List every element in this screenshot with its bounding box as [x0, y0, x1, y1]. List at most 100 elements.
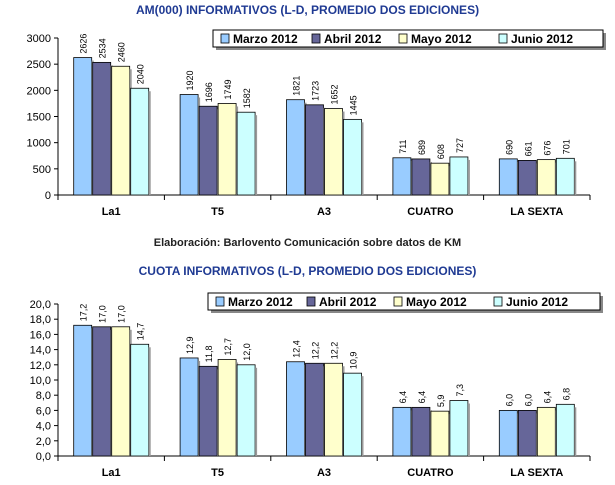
share-category-label: A3: [317, 467, 331, 479]
share-legend-swatch: [306, 296, 316, 307]
share-y-tick-label: 16,0: [30, 329, 51, 341]
chart1-title: AM(000) INFORMATIVOS (L-D, PROMEDIO DOS …: [135, 3, 480, 17]
share-data-label: 11,8: [204, 345, 214, 362]
share-bar: [517, 409, 537, 457]
share-y-tick-label: 0,0: [36, 451, 51, 463]
share-category-label: T5: [211, 467, 224, 479]
audience-data-label: 2040: [136, 64, 146, 84]
share-category-label: La1: [102, 467, 121, 479]
audience-bar: [179, 94, 199, 196]
share-bar: [536, 406, 556, 457]
audience-y-tick-label: 1000: [27, 138, 51, 150]
audience-legend-label: Abril 2012: [324, 32, 382, 46]
audience-y-tick-label: 1500: [27, 112, 51, 124]
share-bar: [555, 403, 575, 457]
share-data-label: 12,9: [185, 336, 195, 354]
share-data-label: 6,4: [542, 391, 552, 404]
share-bar: [198, 365, 218, 457]
share-legend-swatch: [215, 296, 225, 307]
share-bar: [286, 361, 305, 457]
share-y-tick-label: 14,0: [30, 345, 51, 357]
audience-data-label: 2534: [98, 38, 108, 58]
audience-y-tick-label: 3000: [27, 33, 51, 45]
audience-bar: [73, 57, 93, 196]
share-data-label: 14,7: [136, 323, 146, 341]
audience-bar-shadow: [148, 91, 151, 195]
share-legend-label: Marzo 2012: [228, 295, 293, 309]
share-data-label: 10,9: [349, 352, 359, 370]
audience-category-label: CUATRO: [407, 206, 454, 218]
audience-bar: [343, 118, 362, 196]
audience-data-label: 676: [542, 141, 552, 156]
share-data-label: 6,4: [417, 391, 427, 404]
audience-bar: [498, 158, 518, 196]
audience-bar-shadow: [467, 159, 470, 195]
audience-data-label: 608: [436, 144, 446, 159]
share-data-label: 17,0: [98, 305, 108, 323]
audience-bar: [130, 87, 150, 196]
audience-data-label: 701: [561, 139, 571, 154]
share-bar: [498, 409, 518, 457]
share-chart: 0,0 2,0 4,0 6,0 8,0 10,0 12,0 14,0 16,0 18,0 20,0 1…: [30, 292, 603, 479]
share-y-tick-label: 10,0: [30, 375, 51, 387]
audience-bar: [111, 65, 131, 196]
share-bar: [73, 324, 93, 457]
share-legend-label: Abril 2012: [319, 295, 377, 309]
audience-bar-shadow: [255, 115, 258, 195]
share-legend-swatch: [393, 296, 403, 307]
audience-bar: [305, 104, 324, 196]
share-data-label: 12,0: [242, 343, 252, 361]
audience-y-tick-label: 2000: [27, 85, 51, 97]
audience-bar: [392, 157, 412, 196]
share-bar: [236, 364, 256, 457]
audience-data-label: 1821: [292, 76, 302, 96]
audience-data-label: 1696: [204, 82, 214, 102]
audience-data-label: 1749: [223, 79, 233, 99]
audience-bar-shadow: [574, 161, 577, 195]
share-bar-shadow: [467, 403, 470, 456]
audience-bar: [449, 156, 469, 196]
audience-y-tick-label: 2500: [27, 59, 51, 71]
audience-legend-swatch: [220, 33, 230, 44]
audience-data-label: 1582: [242, 88, 252, 108]
audience-bar: [517, 160, 537, 196]
credit-note: Elaboración: Barlovento Comunicación sob…: [153, 237, 462, 249]
audience-data-label: 661: [523, 141, 533, 156]
audience-y-tick-label: 500: [33, 164, 51, 176]
share-bar-shadow: [361, 376, 364, 456]
share-bar: [179, 357, 199, 457]
audience-data-label: 1723: [311, 81, 321, 101]
share-y-tick-label: 2,0: [36, 436, 51, 448]
audience-legend-label: Mayo 2012: [411, 32, 472, 46]
audience-bar: [198, 105, 218, 196]
audience-category-label: LA SEXTA: [510, 206, 563, 218]
share-bar: [130, 343, 150, 457]
audience-legend-label: Junio 2012: [511, 32, 573, 46]
audience-data-label: 2626: [79, 34, 89, 54]
audience-legend-swatch: [311, 33, 321, 44]
audience-bar: [286, 99, 305, 196]
share-y-tick-label: 8,0: [36, 390, 51, 402]
share-data-label: 5,9: [436, 395, 446, 408]
share-bar: [343, 372, 362, 457]
share-bar: [305, 362, 324, 457]
share-bar: [449, 400, 469, 457]
share-bar: [411, 406, 431, 457]
audience-bar-shadow: [361, 122, 364, 195]
audience-data-label: 1652: [330, 85, 340, 105]
audience-bar: [430, 162, 450, 196]
share-data-label: 12,2: [311, 342, 321, 360]
share-data-label: 12,7: [223, 338, 233, 356]
share-y-tick-label: 12,0: [30, 360, 51, 372]
share-y-tick-label: 20,0: [30, 299, 51, 311]
share-data-label: 7,3: [455, 384, 465, 397]
share-bar: [92, 326, 112, 457]
share-bar-shadow: [148, 347, 151, 456]
audience-bar: [555, 157, 575, 196]
audience-bar: [92, 61, 112, 196]
audience-chart: 0 500 1000 1500 2000 2500 3000 2626 2534 2460 2040…: [27, 29, 606, 218]
audience-bar: [324, 108, 343, 196]
share-data-label: 6,0: [523, 394, 533, 407]
audience-category-label: La1: [102, 206, 121, 218]
share-bar: [430, 410, 450, 457]
